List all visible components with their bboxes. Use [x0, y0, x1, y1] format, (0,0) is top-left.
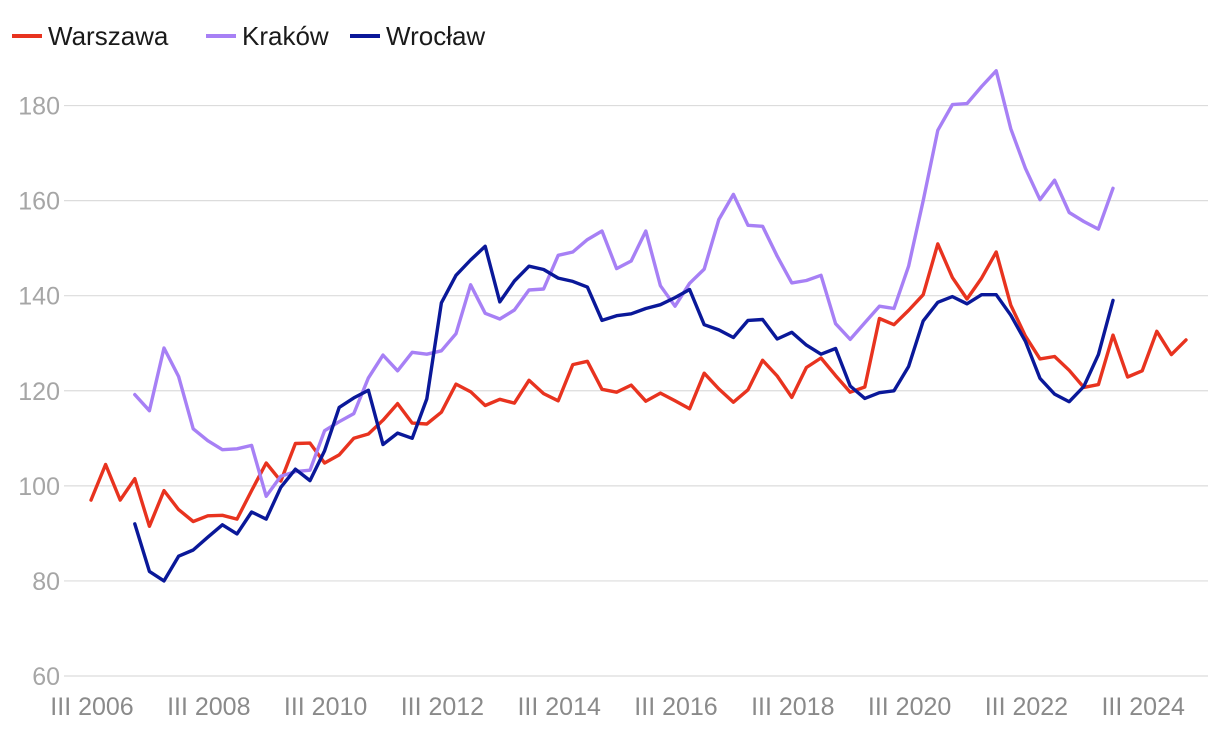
series-line-2 — [133, 244, 1115, 583]
x-tick-label: III 2018 — [751, 693, 834, 721]
series-line-1 — [133, 69, 1115, 498]
x-tick-label: III 2022 — [985, 693, 1068, 721]
y-tick-label: 60 — [32, 663, 60, 691]
y-tick-label: 160 — [18, 188, 60, 216]
x-tick-label: III 2006 — [50, 693, 133, 721]
legend-label: Kraków — [242, 21, 329, 51]
y-axis-ticks: 60 80 100 120 140 160 180 — [18, 93, 60, 691]
legend: Warszawa Kraków Wrocław — [12, 21, 485, 51]
y-tick-label: 180 — [18, 93, 60, 121]
series-line-0 — [89, 242, 1188, 528]
y-tick-label: 80 — [32, 568, 60, 596]
x-tick-label: III 2008 — [167, 693, 250, 721]
y-tick-label: 100 — [18, 473, 60, 501]
series-lines — [89, 69, 1188, 583]
x-tick-label: III 2016 — [634, 693, 717, 721]
legend-label: Warszawa — [48, 21, 169, 51]
x-tick-label: III 2014 — [517, 693, 600, 721]
y-tick-label: 120 — [18, 378, 60, 406]
x-axis-ticks: III 2006 III 2008 III 2010 III 2012 III 2014… — [50, 693, 1185, 721]
y-tick-label: 140 — [18, 283, 60, 311]
x-tick-label: III 2010 — [284, 693, 367, 721]
legend-label: Wrocław — [386, 21, 485, 51]
x-tick-label: III 2020 — [868, 693, 951, 721]
x-tick-label: III 2012 — [401, 693, 484, 721]
x-tick-label: III 2024 — [1101, 693, 1184, 721]
